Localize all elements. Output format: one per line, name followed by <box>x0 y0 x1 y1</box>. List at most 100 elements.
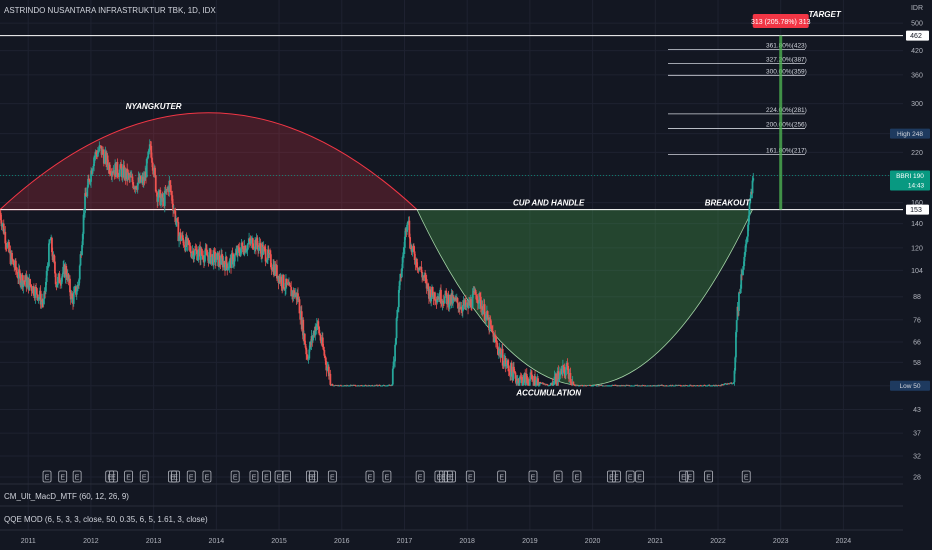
candle-body <box>514 372 517 379</box>
candlesticks <box>0 139 755 387</box>
candle-body <box>270 267 273 270</box>
candle-body <box>116 161 119 175</box>
candle-body <box>226 263 229 271</box>
candle-body <box>543 383 546 385</box>
candle-body <box>461 305 464 312</box>
candle-body <box>733 370 736 383</box>
candle-body <box>323 350 326 356</box>
candle-body <box>308 349 311 359</box>
candle-body <box>178 236 180 242</box>
candle-body <box>363 385 366 387</box>
earnings-marker <box>365 470 375 483</box>
earnings-marker-letter: E <box>609 475 614 482</box>
price-tick-label: 500 <box>911 21 923 28</box>
candle-body <box>627 384 630 386</box>
price-tick-label: 66 <box>913 339 921 346</box>
candle-body <box>519 376 521 383</box>
candle-body <box>562 365 565 367</box>
candle-body <box>75 291 78 295</box>
candle-body <box>361 385 363 387</box>
candle-body <box>447 294 450 308</box>
candle-body <box>303 333 306 344</box>
candle-body <box>233 261 235 265</box>
candle-body <box>48 243 50 267</box>
candle-body <box>84 193 86 213</box>
earnings-marker <box>741 470 751 483</box>
candle-body <box>551 382 554 386</box>
candle-body <box>499 348 502 358</box>
candle-body <box>140 179 143 183</box>
candle-body <box>549 385 551 386</box>
target-badge-text: 313 (205.78%) 313 <box>751 19 811 26</box>
candle-body <box>88 179 91 183</box>
candle-body <box>208 252 211 263</box>
candle-body <box>196 250 199 261</box>
candle-body <box>160 198 162 206</box>
price-tick-label: 43 <box>913 407 921 414</box>
earnings-marker-letter: E <box>45 475 50 482</box>
earnings-marker-letter: E <box>277 475 282 482</box>
candle-body <box>205 248 208 251</box>
candle-body <box>429 289 432 302</box>
price-tick-label: 160 <box>911 200 923 207</box>
chart-annotations: NYANGKUTER CUP AND HANDLE BREAKOUT ACCUMULA… <box>126 10 842 397</box>
price-tick-label: 360 <box>911 72 923 79</box>
candle-body <box>567 365 570 375</box>
candle-body <box>214 251 217 263</box>
candle-body <box>732 383 734 385</box>
earnings-marker <box>679 470 688 483</box>
earnings-marker-letter: E <box>575 475 580 482</box>
candle-body <box>232 254 235 265</box>
candle-body <box>713 385 716 387</box>
candle-body <box>54 261 56 274</box>
candle-body <box>725 383 728 385</box>
earnings-marker-letter: E <box>637 475 642 482</box>
candle-body <box>376 384 378 386</box>
candle-body <box>496 343 499 350</box>
candle-body <box>478 292 481 304</box>
candle-body <box>324 355 326 358</box>
macd-indicator-label[interactable]: CM_Ult_MacD_MTF (60, 12, 26, 9) <box>4 492 129 501</box>
candle-body <box>747 215 750 225</box>
candle-body <box>8 242 10 253</box>
candle-body <box>583 385 585 387</box>
candle-body <box>23 280 26 282</box>
candle-body <box>102 149 104 155</box>
candle-body <box>266 249 269 261</box>
candle-body <box>358 385 361 387</box>
candle-body <box>493 335 496 343</box>
candle-body <box>83 212 86 215</box>
candle-body <box>306 356 309 360</box>
candle-body <box>531 374 533 380</box>
candle-body <box>434 292 436 301</box>
candle-body <box>176 218 179 222</box>
candle-body <box>326 367 329 371</box>
candle-body <box>371 385 374 387</box>
candle-body <box>306 354 308 357</box>
candle-body <box>309 341 311 350</box>
time-tick-label: 2015 <box>271 538 287 545</box>
candle-body <box>475 294 478 300</box>
candle-body <box>403 236 406 248</box>
candle-body <box>402 252 405 258</box>
candle-body <box>181 235 184 240</box>
earnings-marker <box>415 470 425 483</box>
earnings-marker <box>327 470 337 483</box>
price-axis[interactable]: 5004624203603002482201901601531401201048… <box>890 0 932 550</box>
candle-body <box>26 279 28 288</box>
candle-body <box>452 296 454 304</box>
candle-body <box>490 325 493 327</box>
time-axis[interactable]: 2011 2012 2013 2014 2015 2016 2017 2018 2019 2020… <box>21 538 852 545</box>
candle-body <box>507 365 510 372</box>
candle-body <box>194 249 197 251</box>
earnings-marker-letter: E <box>418 475 423 482</box>
candle-body <box>280 276 283 287</box>
qqe-indicator-label[interactable]: QQE MOD (6, 5, 3, 3, close, 50, 0.35, 6,… <box>4 515 208 524</box>
candle-body <box>169 185 172 193</box>
candle-body <box>58 273 61 283</box>
candle-body <box>538 382 541 386</box>
candle-body <box>723 384 725 386</box>
candle-body <box>187 238 190 241</box>
candle-body <box>171 195 174 204</box>
